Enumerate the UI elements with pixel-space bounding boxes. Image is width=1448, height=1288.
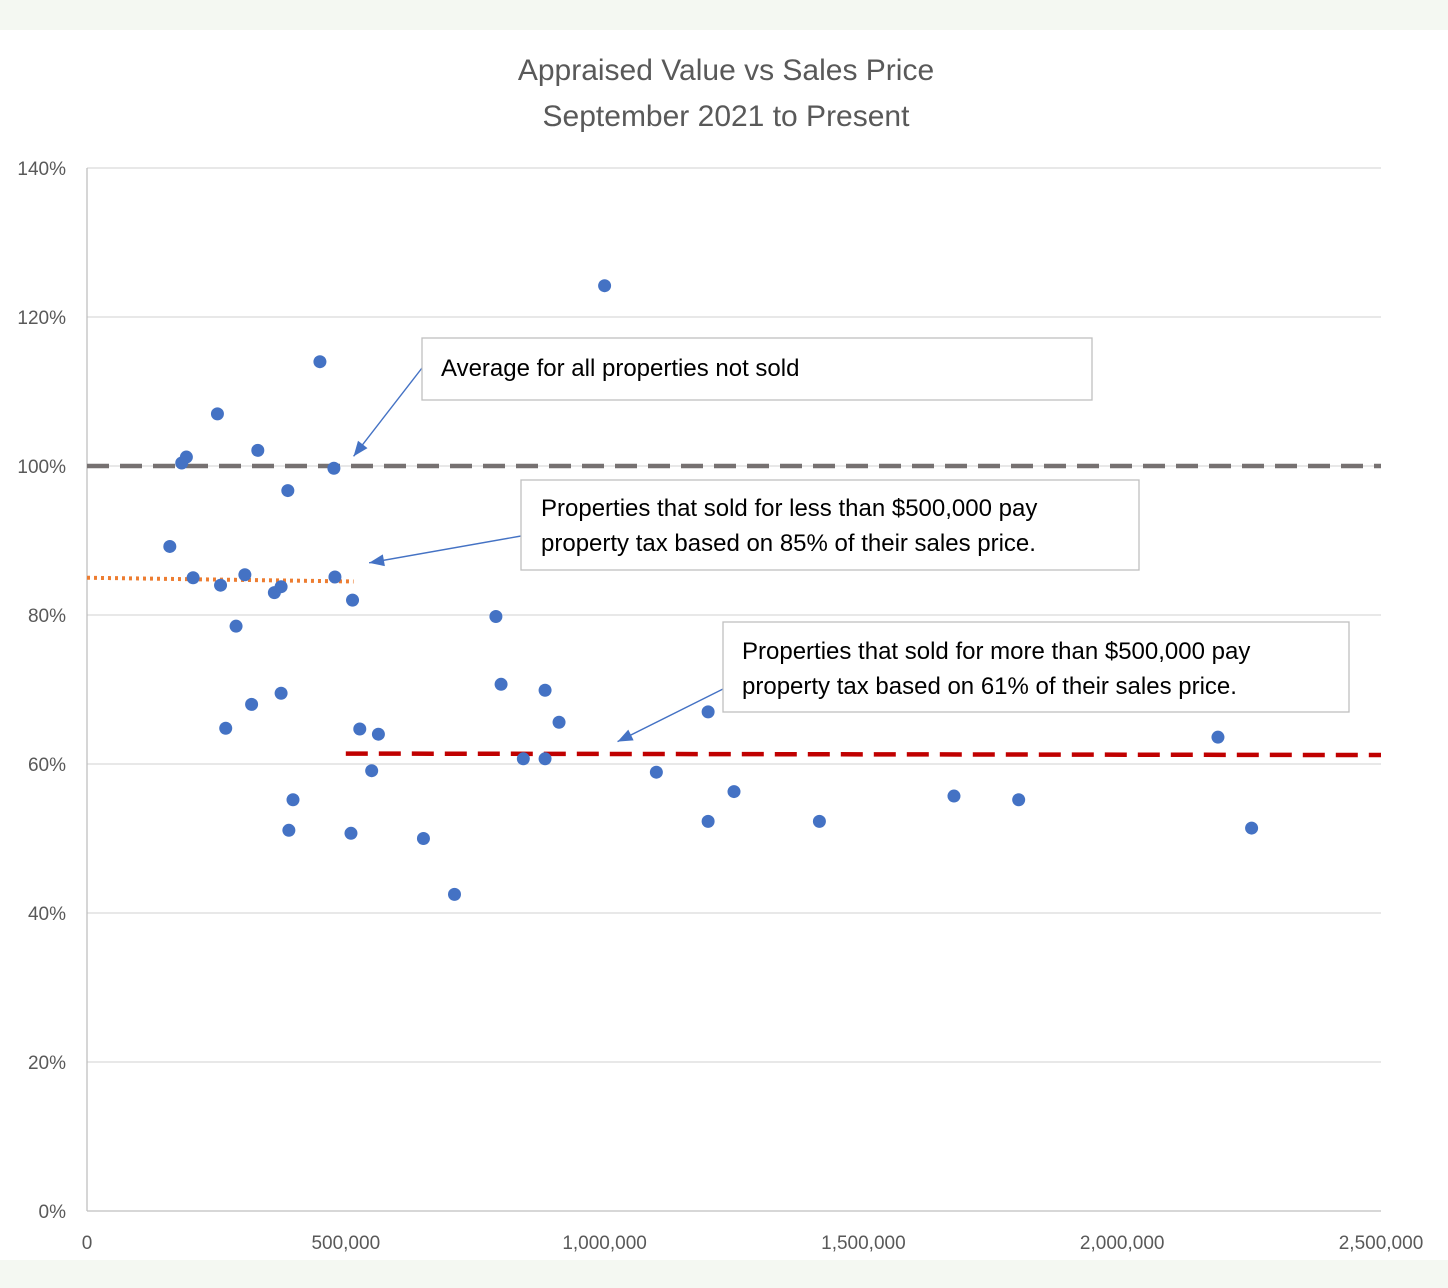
data-point	[947, 789, 961, 803]
chart-subtitle: September 2021 to Present	[543, 100, 911, 133]
y-tick-label: 100%	[17, 457, 66, 478]
data-point	[1245, 821, 1259, 835]
annotations: Average for all properties not sold Prope…	[353, 337, 1350, 743]
callout-arrow	[353, 367, 423, 457]
data-point	[163, 539, 177, 553]
y-tick-label: 120%	[17, 308, 66, 329]
data-points	[163, 279, 1259, 901]
x-tick-label: 500,000	[311, 1233, 380, 1254]
data-point	[313, 355, 327, 369]
data-point	[365, 764, 379, 778]
x-tick-label: 1,000,000	[562, 1233, 647, 1254]
data-point	[447, 887, 461, 901]
data-point	[282, 823, 296, 837]
data-point	[245, 697, 259, 711]
x-tick-label: 2,500,000	[1339, 1233, 1424, 1254]
data-point	[281, 484, 295, 498]
annotation-text: Properties that sold for less than $500,…	[541, 495, 1037, 522]
data-point	[229, 619, 243, 633]
data-point	[371, 727, 385, 741]
data-point	[327, 461, 341, 475]
annotation-box	[421, 337, 1093, 401]
annotation-text: Properties that sold for more than $500,…	[742, 638, 1250, 665]
data-point	[649, 765, 663, 779]
y-tick-label: 0%	[39, 1202, 67, 1223]
x-tick-label: 0	[82, 1233, 93, 1254]
data-point	[219, 721, 233, 735]
data-point	[538, 752, 552, 766]
callout-arrowhead	[369, 554, 385, 567]
x-tick-label: 2,000,000	[1080, 1233, 1165, 1254]
data-point	[353, 722, 367, 736]
reference-line	[345, 751, 1382, 758]
axes: 0% 20% 40% 60% 80% 100% 120% 140% 0 500,000 1,000,…	[17, 159, 1423, 1254]
data-point	[701, 705, 715, 719]
callout-arrowhead	[353, 440, 368, 457]
data-point	[812, 814, 826, 828]
data-point	[552, 715, 566, 729]
y-tick-label: 40%	[28, 904, 66, 925]
data-point	[274, 686, 288, 700]
data-point	[538, 683, 552, 697]
x-tick-label: 1,500,000	[821, 1233, 906, 1254]
data-point	[727, 785, 741, 799]
data-point	[701, 814, 715, 828]
data-point	[598, 279, 612, 293]
data-point	[1211, 730, 1225, 744]
data-point	[251, 443, 265, 457]
annotation-box	[520, 479, 1140, 571]
data-point	[238, 568, 252, 582]
annotation-box	[722, 621, 1350, 713]
data-point	[1012, 793, 1026, 807]
gridlines	[87, 167, 1381, 1063]
annotation-text: Average for all properties not sold	[441, 355, 799, 382]
data-point	[344, 826, 358, 840]
y-tick-label: 80%	[28, 606, 66, 627]
data-point	[516, 752, 530, 766]
data-point	[346, 593, 360, 607]
data-point	[186, 571, 200, 585]
y-tick-label: 140%	[17, 159, 66, 180]
data-point	[416, 832, 430, 845]
data-point	[328, 570, 342, 584]
y-tick-label: 20%	[28, 1053, 66, 1074]
data-point	[489, 609, 503, 623]
callout-arrow	[617, 688, 724, 743]
data-point	[286, 793, 300, 807]
data-point	[274, 580, 288, 594]
chart-title: Appraised Value vs Sales Price	[518, 54, 934, 87]
annotation-text: property tax based on 61% of their sales…	[742, 673, 1237, 700]
data-point	[214, 578, 228, 592]
annotation-text: property tax based on 85% of their sales…	[541, 530, 1036, 557]
data-point	[179, 450, 193, 464]
y-tick-label: 60%	[28, 755, 66, 776]
callout-arrowhead	[617, 729, 634, 742]
callout-arrow	[368, 535, 522, 564]
data-point	[210, 407, 224, 421]
data-point	[494, 677, 508, 691]
